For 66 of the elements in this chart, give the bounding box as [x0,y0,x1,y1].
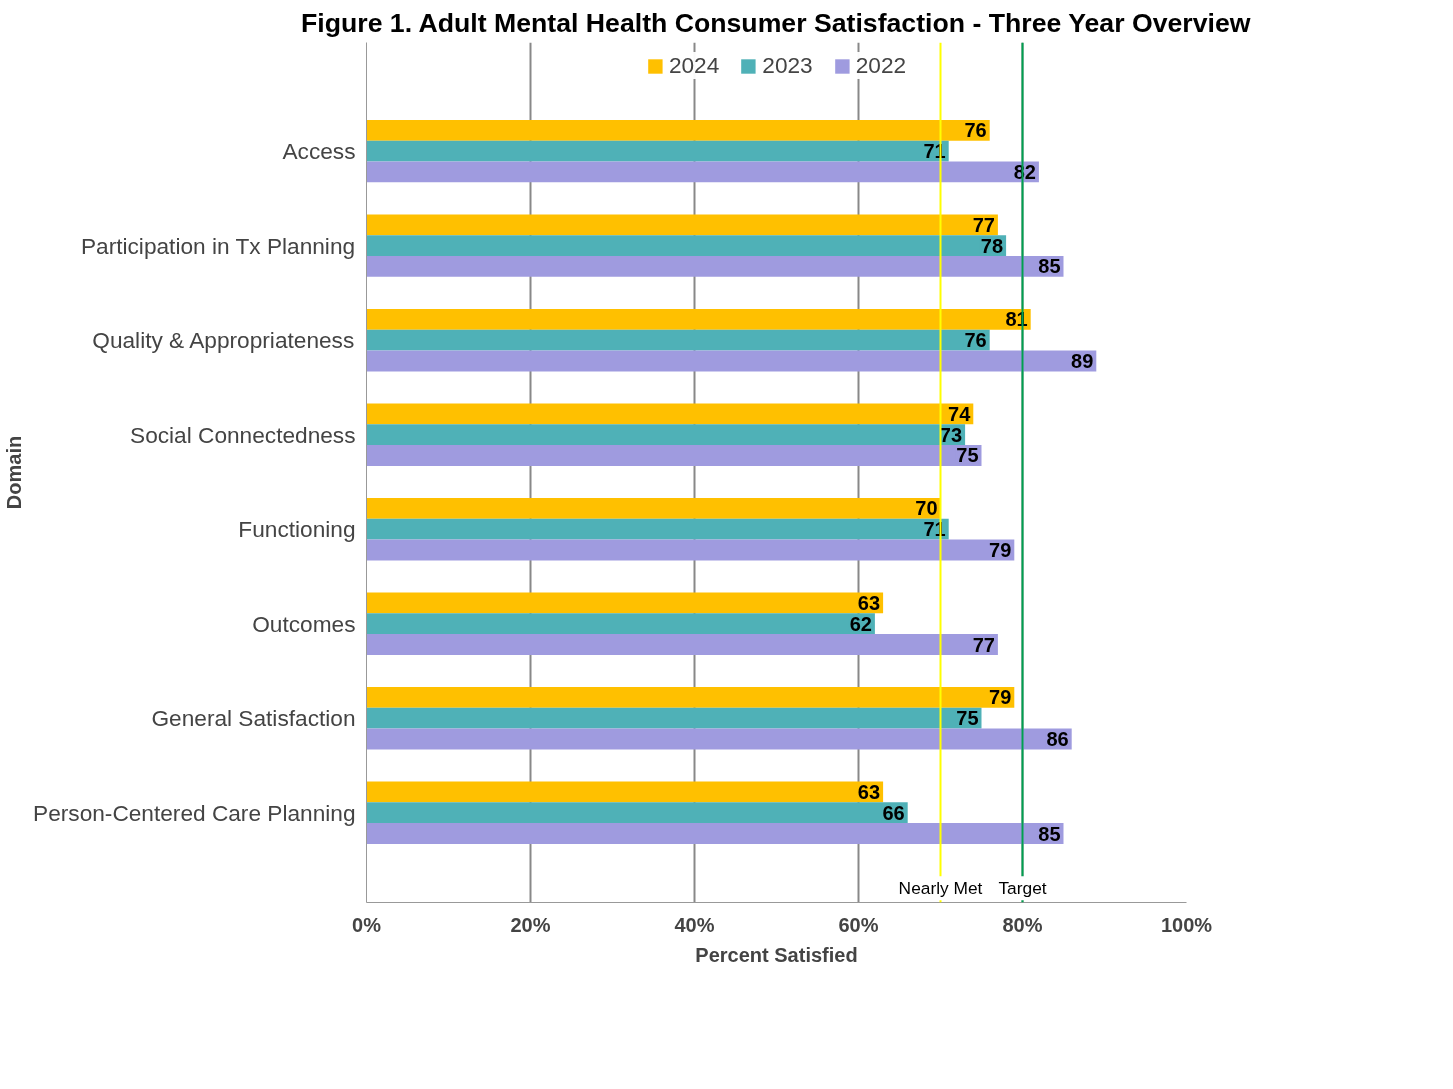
bar [366,707,982,729]
bar [366,445,982,466]
bar [366,634,998,655]
data-label: 63 [857,591,881,614]
bar [366,350,1097,372]
y-tick-label: Access [282,138,356,165]
y-tick-label: Person-Centered Care Planning [33,799,356,826]
data-label: 76 [964,119,987,142]
bar [366,592,884,614]
data-label: 79 [989,686,1012,709]
data-label: 63 [857,780,881,803]
x-tick-label: 100% [1160,913,1213,936]
bar [366,256,1064,277]
legend-label: 2024 [668,52,720,79]
x-tick-label: 20% [510,913,551,936]
bar [366,140,949,162]
legend-label: 2022 [855,52,907,79]
data-label: 86 [1046,728,1069,751]
bar [366,613,875,635]
y-tick-label: Quality & Appropriateness [92,327,355,354]
bar [366,119,990,141]
y-tick-label: Participation in Tx Planning [80,232,356,259]
y-tick-label: Functioning [238,516,356,543]
data-label: 77 [972,213,995,236]
ref-line-label: Nearly Met [898,878,983,899]
data-label: 78 [980,234,1004,257]
bar [366,802,908,824]
x-tick-label: 40% [674,913,715,936]
data-label: 75 [956,707,979,730]
data-label: 62 [849,612,872,635]
bar [366,728,1072,750]
bar [366,687,1015,708]
data-label: 85 [1038,255,1061,278]
x-tick-label: 60% [838,913,879,936]
bar [366,309,1031,330]
bar [366,403,974,425]
data-label: 76 [964,329,987,352]
data-label: 75 [956,444,979,467]
data-label: 73 [939,423,963,446]
bar [366,235,1007,257]
data-label: 66 [882,801,905,824]
x-tick-label: 0% [352,913,382,936]
bar [366,781,884,803]
data-label: 85 [1038,822,1061,845]
data-label: 77 [972,633,995,656]
legend-label: 2023 [762,52,813,79]
y-axis-title: Domain [3,435,26,510]
ref-line-label: Target [998,878,1047,899]
bar [366,518,949,540]
y-tick-label: General Satisfaction [151,705,356,732]
data-label: 79 [989,538,1012,561]
data-label: 70 [915,497,938,520]
bar [366,823,1064,844]
chart-title: Figure 1. Adult Mental Health Consumer Satisfaction - Three Year Overview [301,7,1251,38]
data-label: 74 [948,402,972,425]
bar [366,498,941,519]
y-tick-label: Social Connectedness [130,421,356,448]
bar [366,539,1015,561]
y-tick-label: Outcomes [252,610,356,637]
bar [366,161,1039,183]
data-label: 89 [1071,349,1094,372]
bar [366,214,998,236]
bar [366,329,990,351]
bar [366,424,966,446]
x-axis-title: Percent Satisfied [695,943,858,966]
x-tick-label: 80% [1002,913,1043,936]
